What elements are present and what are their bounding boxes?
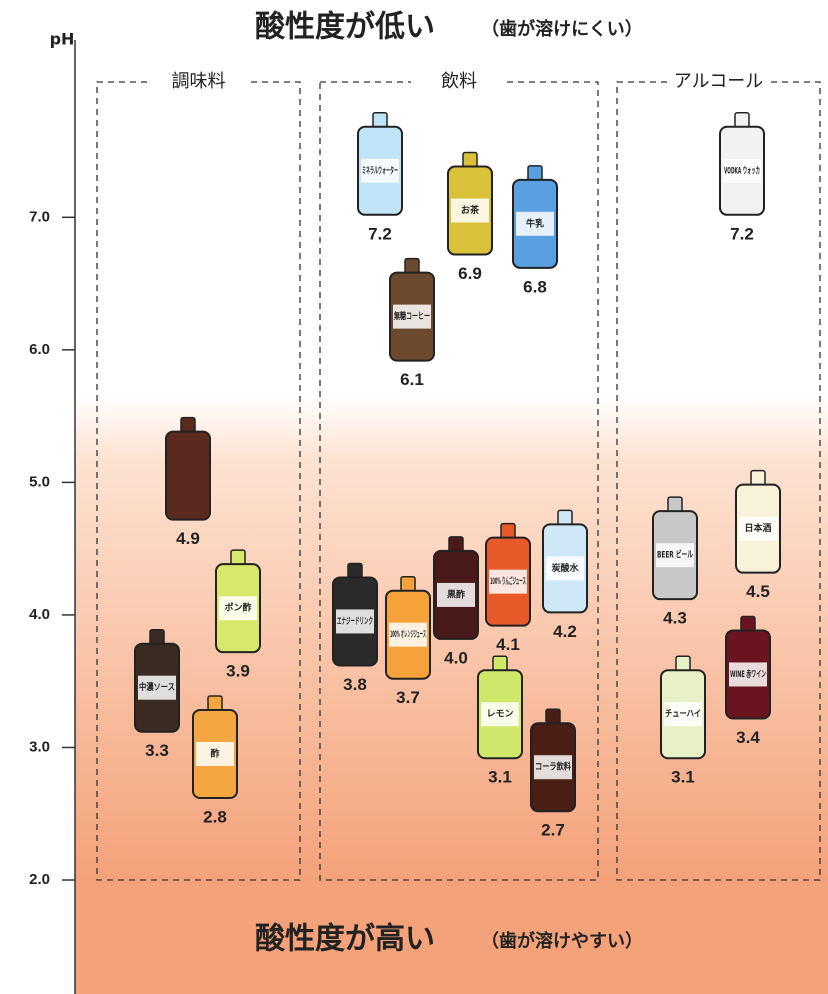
title-note: （歯が溶けにくい） (481, 18, 643, 40)
value-label: 3.8 (343, 675, 367, 694)
bottom-note: （歯が溶けやすい） (481, 930, 643, 952)
group-label: アルコール (674, 71, 763, 92)
group-label: 調味料 (172, 71, 226, 92)
bottle-label: 100% りんごジュース (490, 575, 526, 587)
bottle-label: 日本酒 (744, 522, 771, 534)
bottle-label: WINE 赤ワイン (730, 668, 766, 680)
bottle-label: 中濃ソース (139, 681, 175, 693)
value-label: 4.2 (553, 622, 577, 641)
value-label: 7.2 (730, 224, 754, 243)
value-label: 4.0 (444, 648, 468, 667)
value-label: 6.8 (523, 277, 547, 296)
bottle-label: レモン (486, 709, 513, 720)
value-label: 7.2 (368, 224, 392, 243)
value-label: 3.1 (488, 768, 512, 787)
page: pH 酸性度が低い （歯が溶けにくい） 酸性度が高い （歯が溶けやすい） 2.0… (0, 0, 828, 994)
y-tick-label: 2.0 (29, 871, 50, 888)
value-label: 4.1 (496, 635, 520, 654)
y-tick-label: 4.0 (29, 606, 50, 623)
value-label: 3.3 (145, 741, 169, 760)
bottle-label: 無糖コーヒー (394, 310, 430, 322)
bottle-label: コーラ飲料 (535, 761, 571, 773)
value-label: 2.7 (541, 821, 565, 840)
y-tick-label: 6.0 (29, 341, 50, 358)
value-label: 3.1 (671, 768, 695, 787)
bottle-label: 酢 (210, 747, 219, 759)
value-label: 3.9 (226, 662, 250, 681)
chart: pH 酸性度が低い （歯が溶けにくい） 酸性度が高い （歯が溶けやすい） 2.0… (0, 0, 828, 994)
bottle-label: お茶 (461, 204, 480, 216)
value-label: 4.5 (746, 582, 770, 601)
bottle-label: 黒酢 (447, 588, 465, 600)
y-tick-label: 7.0 (29, 208, 50, 225)
bottle (166, 432, 210, 520)
value-label: 6.1 (400, 370, 424, 389)
bottom-title: 酸性度が高い (255, 922, 435, 957)
bottle-label: 100% オレンジジュース (390, 629, 426, 640)
value-label: 3.7 (396, 688, 420, 707)
value-label: 4.9 (176, 529, 200, 548)
value-label: 2.8 (203, 807, 227, 826)
bottle-label: 炭酸水 (551, 562, 579, 574)
bottle-label: BEER ビール (657, 549, 693, 561)
bottle-label: ポン酢 (224, 602, 251, 614)
bottle-label: エナジードリンク (337, 616, 373, 627)
bottle-label: ミネラルウォーター (362, 164, 398, 176)
y-axis-label: pH (50, 30, 75, 49)
chart-title: 酸性度が低い (255, 10, 435, 45)
high-acid-band (75, 880, 828, 994)
value-label: 6.9 (458, 264, 482, 283)
value-label: 4.3 (663, 609, 687, 628)
bottle-label: チューハイ (665, 709, 701, 720)
bottle-label: 牛乳 (526, 217, 544, 229)
bottle-label: VODKA ウォッカ (724, 165, 760, 176)
y-tick-label: 3.0 (29, 738, 50, 755)
group-label: 飲料 (441, 71, 477, 92)
y-tick-label: 5.0 (29, 473, 50, 490)
value-label: 3.4 (736, 728, 760, 747)
